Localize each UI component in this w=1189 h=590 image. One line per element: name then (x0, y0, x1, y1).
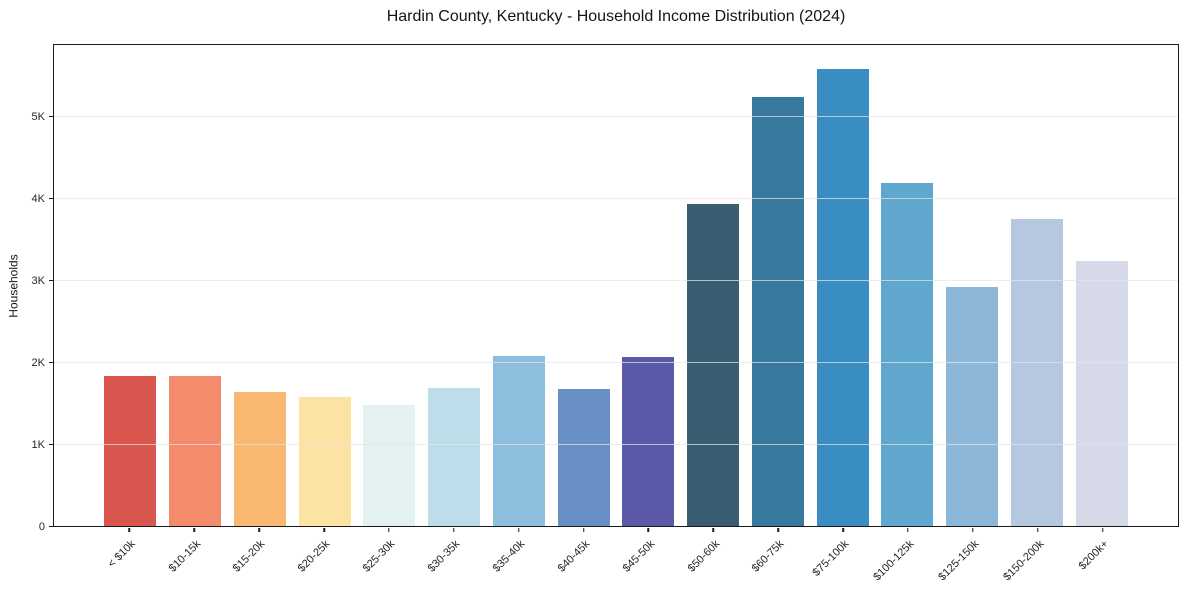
bar-slot (551, 45, 616, 526)
x-tick-mark (517, 528, 520, 532)
plot-area: 0 1K 2K 3K 4K 5K (32, 44, 1179, 533)
bar-slot (875, 45, 940, 526)
y-tick-mark (49, 197, 54, 200)
y-tick-label: 0 (38, 521, 45, 533)
x-tick-mark (972, 528, 974, 532)
bar (492, 355, 545, 526)
x-tick-label: $100-125k (871, 538, 917, 584)
x-slot: $125-150k (936, 527, 1005, 589)
x-tick-mark (582, 528, 585, 532)
x-tick-mark (388, 528, 390, 532)
x-tick-label: $50-60k (685, 538, 722, 575)
bar (298, 397, 351, 526)
x-slot: $60-75k (746, 527, 811, 589)
x-tick-label: $10-15k (166, 538, 203, 575)
x-tick-label: $45-50k (620, 538, 657, 575)
x-slot: $75-100k (811, 527, 876, 589)
x-tick-mark (1101, 528, 1104, 532)
bar (1075, 260, 1128, 526)
x-tick-mark (193, 528, 196, 532)
x-tick-mark (647, 528, 650, 532)
x-tick-mark (1036, 528, 1039, 532)
x-slot: $50-60k (681, 527, 746, 589)
x-tick-label: $40-45k (555, 538, 593, 575)
x-tick-label: $75-100k (810, 538, 852, 579)
bar-slot (357, 45, 422, 526)
x-slot: $15-20k (227, 527, 292, 589)
bar (946, 286, 999, 526)
x-slot: $200k+ (1070, 527, 1135, 589)
bar-slot (746, 45, 811, 526)
y-tick-label: 1K (31, 439, 45, 452)
bar (104, 376, 157, 526)
y-tick-label: 5K (31, 111, 45, 124)
y-tick-mark (49, 115, 54, 118)
bar (363, 404, 416, 526)
x-tick-label: $60-75k (750, 538, 787, 575)
bar-slot (228, 45, 293, 526)
y-tick-label: 2K (31, 357, 45, 370)
bar-slot (163, 45, 228, 526)
x-slot: < $10k (97, 527, 162, 589)
y-axis-title-text: Households (7, 253, 21, 318)
x-slot: $25-30k (357, 527, 422, 589)
y-tick-mark (49, 525, 54, 527)
bar-slot (681, 45, 746, 526)
x-tick-label: $35-40k (490, 538, 528, 575)
x-tick-label: $25-30k (360, 538, 398, 575)
bar-slot (616, 45, 681, 526)
bar (816, 68, 869, 526)
x-tick-mark (777, 528, 779, 532)
y-axis-title: Households (0, 44, 28, 527)
bar-slot (1069, 45, 1134, 526)
bar-slot (98, 45, 163, 526)
x-tick-label: $150-200k (1000, 538, 1047, 584)
bar (557, 389, 610, 526)
bar-slot (487, 45, 552, 526)
x-slot: $20-25k (292, 527, 357, 589)
bar (751, 97, 804, 526)
bar (687, 203, 740, 526)
bar (169, 376, 222, 526)
x-tick-label: $20-25k (295, 538, 333, 575)
x-tick-mark (712, 528, 715, 532)
x-slot: $10-15k (162, 527, 227, 589)
bar (622, 357, 675, 526)
y-tick-mark (49, 279, 54, 282)
y-tick-label: 4K (31, 193, 45, 206)
x-tick-label: $125-150k (936, 538, 982, 584)
x-axis-labels: < $10k $10-15k $15-20k $20-25k $25-30k $30-35… (97, 527, 1135, 589)
x-tick-label: < $10k (105, 538, 138, 571)
chart-title: Hardin County, Kentucky - Household Inco… (386, 8, 846, 25)
y-tick-mark (49, 361, 54, 364)
x-tick-mark (907, 528, 909, 532)
bar (428, 387, 481, 526)
bar-slot (292, 45, 357, 526)
x-tick-label: $30-35k (425, 538, 463, 575)
bar-slot (1005, 45, 1070, 526)
x-slot: $35-40k (486, 527, 551, 589)
bar-slot (422, 45, 487, 526)
x-slot: $150-200k (1001, 527, 1070, 589)
x-tick-mark (258, 528, 260, 532)
bar (233, 391, 286, 526)
x-slot: $100-125k (871, 527, 941, 589)
bar-slot (940, 45, 1005, 526)
x-tick-mark (453, 528, 455, 532)
x-slot: $40-45k (551, 527, 616, 589)
bars-row (98, 45, 1134, 526)
x-tick-mark (128, 528, 131, 532)
x-tick-label: $200k+ (1076, 538, 1112, 573)
bar (1010, 218, 1063, 526)
x-slot: $45-50k (616, 527, 681, 589)
x-tick-mark (842, 528, 844, 532)
x-tick-label: $15-20k (231, 538, 268, 575)
bar (881, 183, 934, 526)
x-slot: $30-35k (421, 527, 486, 589)
bar-slot (810, 45, 875, 526)
y-tick-mark (49, 443, 54, 446)
y-tick-label: 3K (31, 275, 45, 288)
x-tick-mark (323, 528, 325, 532)
